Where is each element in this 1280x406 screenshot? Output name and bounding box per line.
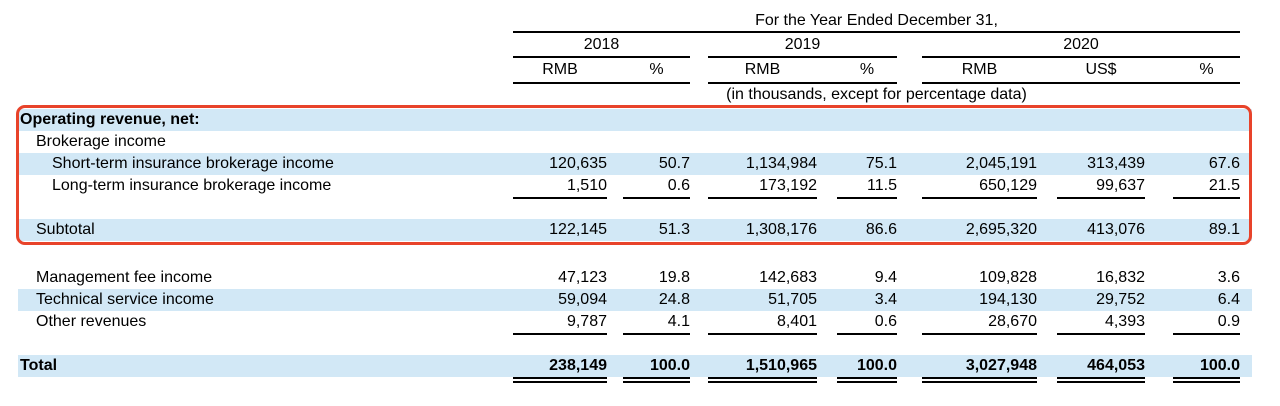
column-group-2020: RMB US$ % bbox=[922, 58, 1240, 84]
row-label: Technical service income bbox=[36, 291, 214, 308]
cell-2018-pct: 100.0 bbox=[649, 357, 690, 374]
cell-2019-pct: 9.4 bbox=[874, 269, 897, 286]
column-group-2018: RMB % bbox=[513, 58, 690, 84]
cell-2019-rmb: 8,401 bbox=[708, 311, 817, 335]
cell-2019-rmb: 1,308,176 bbox=[745, 221, 817, 238]
cell-2020-pct: 89.1 bbox=[1208, 221, 1240, 238]
row-subtotal: Subtotal 122,145 51.3 1,308,176 86.6 2,6… bbox=[18, 219, 1252, 241]
cell-2018-rmb: 238,149 bbox=[549, 357, 607, 374]
cell-2020-pct: 0.9 bbox=[1173, 311, 1240, 335]
col-header-2020-pct: % bbox=[1199, 61, 1214, 78]
cell-2020-pct: 3.6 bbox=[1217, 269, 1240, 286]
cell-2018-rmb: 9,787 bbox=[513, 311, 607, 335]
cell-2020-usd: 464,053 bbox=[1087, 357, 1145, 374]
cell-2020-pct: 100.0 bbox=[1199, 357, 1240, 374]
cell-2020-pct: 6.4 bbox=[1217, 291, 1240, 308]
spacer bbox=[0, 335, 1280, 355]
row-other-revenues: Other revenues 9,787 4.1 8,401 0.6 28,67… bbox=[18, 311, 1252, 335]
cell-2020-usd: 313,439 bbox=[1087, 155, 1145, 172]
cell-2018-rmb: 122,145 bbox=[549, 221, 607, 238]
year-header-row: 2018 2019 2020 bbox=[513, 33, 1280, 58]
unit-note: (in thousands, except for percentage dat… bbox=[726, 86, 1027, 103]
col-header-2020-rmb: RMB bbox=[961, 61, 998, 78]
row-label: Short-term insurance brokerage income bbox=[52, 155, 334, 172]
row-label: Management fee income bbox=[36, 269, 213, 286]
cell-2018-pct: 24.8 bbox=[658, 291, 690, 308]
cell-2020-usd: 29,752 bbox=[1096, 291, 1145, 308]
cell-2020-rmb: 3,027,948 bbox=[965, 357, 1037, 374]
cell-2019-pct: 100.0 bbox=[856, 357, 897, 374]
cell-2018-rmb: 59,094 bbox=[558, 291, 607, 308]
cell-2020-usd: 99,637 bbox=[1057, 175, 1145, 199]
year-group-2019: 2019 bbox=[708, 33, 897, 58]
cell-2018-pct: 4.1 bbox=[623, 311, 690, 335]
cell-2019-rmb: 173,192 bbox=[708, 175, 817, 199]
cell-2018-rmb: 47,123 bbox=[558, 269, 607, 286]
row-long-term-insurance-brokerage-income: Long-term insurance brokerage income 1,5… bbox=[18, 175, 1252, 199]
row-label: Other revenues bbox=[36, 313, 147, 330]
col-header-2018-rmb: RMB bbox=[542, 61, 578, 78]
cell-2018-rmb: 120,635 bbox=[549, 155, 607, 172]
row-short-term-insurance-brokerage-income: Short-term insurance brokerage income 12… bbox=[18, 153, 1252, 175]
cell-2020-usd: 413,076 bbox=[1087, 221, 1145, 238]
row-operating-revenue-net: Operating revenue, net: bbox=[18, 109, 1252, 131]
col-header-2018-pct: % bbox=[649, 61, 664, 78]
cell-2020-rmb: 2,045,191 bbox=[965, 155, 1037, 172]
cell-2018-pct: 0.6 bbox=[623, 175, 690, 199]
row-label: Total bbox=[20, 357, 58, 374]
cell-2018-rmb: 1,510 bbox=[513, 175, 607, 199]
cell-2020-usd: 4,393 bbox=[1057, 311, 1145, 335]
row-label: Long-term insurance brokerage income bbox=[52, 177, 332, 194]
col-header-2019-pct: % bbox=[859, 61, 875, 78]
year-group-2018: 2018 bbox=[513, 33, 690, 58]
cell-2020-rmb: 2,695,320 bbox=[965, 221, 1037, 238]
row-label: Brokerage income bbox=[36, 133, 166, 150]
row-management-fee-income: Management fee income 47,123 19.8 142,68… bbox=[18, 267, 1252, 289]
cell-2020-rmb: 650,129 bbox=[922, 175, 1037, 199]
total-double-rule bbox=[18, 377, 1252, 385]
cell-2019-rmb: 1,510,965 bbox=[745, 357, 817, 374]
cell-2020-rmb: 28,670 bbox=[922, 311, 1037, 335]
cell-2019-pct: 75.1 bbox=[865, 155, 897, 172]
cell-2019-pct: 0.6 bbox=[837, 311, 897, 335]
cell-2019-pct: 3.4 bbox=[874, 291, 897, 308]
cell-2018-pct: 51.3 bbox=[658, 221, 690, 238]
period-header: For the Year Ended December 31, bbox=[513, 10, 1240, 33]
cell-2019-rmb: 142,683 bbox=[759, 269, 817, 286]
cell-2019-rmb: 51,705 bbox=[768, 291, 817, 308]
cell-2019-pct: 86.6 bbox=[865, 221, 897, 238]
col-header-2019-rmb: RMB bbox=[744, 61, 781, 78]
cell-2020-rmb: 194,130 bbox=[979, 291, 1037, 308]
cell-2019-rmb: 1,134,984 bbox=[745, 155, 817, 172]
cell-2018-pct: 50.7 bbox=[658, 155, 690, 172]
row-brokerage-income: Brokerage income bbox=[18, 131, 1252, 153]
cell-2020-pct: 67.6 bbox=[1208, 155, 1240, 172]
column-group-2019: RMB % bbox=[708, 58, 897, 84]
cell-2020-rmb: 109,828 bbox=[979, 269, 1037, 286]
spacer bbox=[0, 199, 1280, 219]
cell-2020-usd: 16,832 bbox=[1096, 269, 1145, 286]
cell-2018-pct: 19.8 bbox=[658, 269, 690, 286]
row-technical-service-income: Technical service income 59,094 24.8 51,… bbox=[18, 289, 1252, 311]
row-total: Total 238,149 100.0 1,510,965 100.0 3,02… bbox=[18, 355, 1252, 377]
col-header-2020-usd: US$ bbox=[1085, 61, 1117, 78]
row-label: Subtotal bbox=[36, 221, 95, 238]
row-label: Operating revenue, net: bbox=[20, 111, 200, 128]
cell-2019-pct: 11.5 bbox=[837, 175, 897, 199]
year-group-2020: 2020 bbox=[922, 33, 1240, 58]
cell-2020-pct: 21.5 bbox=[1173, 175, 1240, 199]
spacer bbox=[0, 241, 1280, 267]
column-header-row: RMB % RMB % RMB US$ % bbox=[513, 58, 1280, 84]
